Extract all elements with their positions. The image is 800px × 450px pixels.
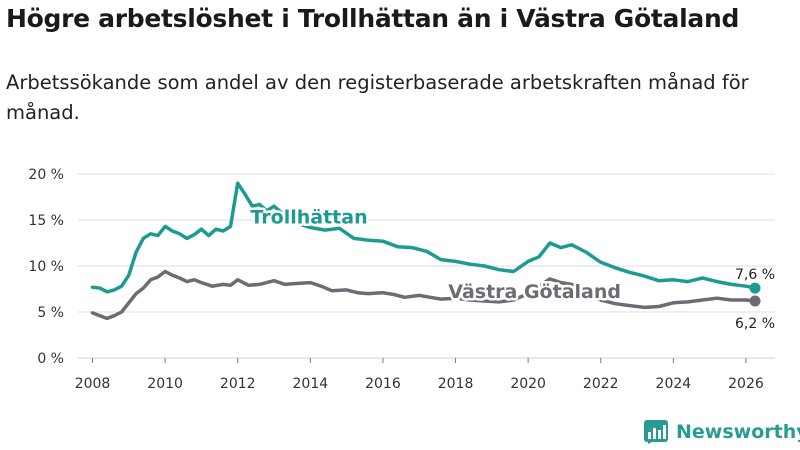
end-marker-0 — [749, 282, 761, 294]
x-axis: 2008 2010 2012 2014 2016 2018 2020 2022 2024 2026 — [75, 358, 764, 392]
end-markers: 7,6 % 6,2 % — [735, 267, 775, 332]
series-lines — [90, 181, 757, 321]
series-labels: Trollhättan Västra Götaland — [248, 204, 624, 306]
newsworthy-logo: Newsworthy — [644, 420, 800, 444]
end-value-label-0: 7,6 % — [735, 267, 775, 283]
end-value-label-1: 6,2 % — [735, 316, 775, 332]
x-tick-label-7: 2022 — [583, 376, 619, 392]
chart-title: Högre arbetslöshet i Trollhättan än i Vä… — [6, 4, 740, 33]
y-tick-label-0: 0 % — [37, 351, 64, 367]
series-line-1 — [90, 269, 757, 321]
x-tick-label-5: 2018 — [438, 376, 474, 392]
logo-text: Newsworthy — [676, 421, 800, 443]
y-tick-label-2: 10 % — [28, 259, 64, 275]
y-axis: 0 % 5 % 10 % 15 % 20 % — [28, 167, 64, 367]
y-tick-label-4: 20 % — [28, 167, 64, 183]
x-tick-label-2: 2012 — [220, 376, 256, 392]
series-label-0: Trollhättan — [250, 207, 367, 229]
x-tick-label-0: 2008 — [75, 376, 111, 392]
line-chart: 0 %5 %10 %15 %20 % 2008 2010 2012 2014 2016 2… — [28, 167, 775, 392]
y-tick-label-3: 15 % — [28, 213, 64, 229]
x-tick-label-9: 2026 — [728, 376, 764, 392]
chart-subtitle: Arbetssökande som andel av den registerb… — [6, 71, 749, 124]
series-line-0 — [90, 181, 757, 294]
x-tick-label-3: 2014 — [293, 376, 329, 392]
grid-lines — [78, 173, 775, 359]
x-tick-label-4: 2016 — [365, 376, 401, 392]
series-label-1: Västra Götaland — [448, 281, 621, 303]
end-marker-1 — [749, 295, 761, 307]
bar-chart-logo-icon — [644, 420, 668, 444]
x-tick-label-8: 2024 — [656, 376, 692, 392]
y-tick-label-1: 5 % — [37, 305, 64, 321]
x-tick-label-6: 2020 — [510, 376, 546, 392]
x-tick-label-1: 2010 — [147, 376, 183, 392]
